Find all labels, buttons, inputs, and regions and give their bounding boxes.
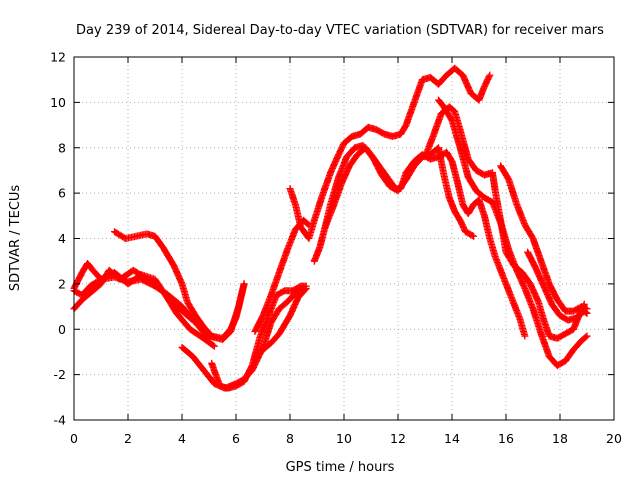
data-point-marker [468,232,476,239]
series-track-d [111,228,248,342]
y-tick-label: 2 [58,276,66,291]
series-layer [70,64,591,392]
data-point-marker [302,284,310,292]
y-tick-label: 12 [50,50,66,65]
x-tick-label: 12 [390,431,406,446]
y-tick-label: 6 [58,186,66,201]
series-track-k [321,144,478,240]
axis-ticks: 0 2 4 6 8 10 12 14 16 18 20 -4 -2 0 2 4 6 8 10 12 [50,50,622,447]
data-point-marker [209,341,217,349]
x-tick-label: 8 [286,431,294,446]
series-track-i [286,64,494,242]
data-point-marker [301,286,309,293]
data-point-marker [583,332,591,340]
x-tick-label: 16 [498,431,514,446]
series-track-g [251,284,310,363]
series-track-n [497,162,591,315]
x-tick-label: 10 [336,431,352,446]
data-point-marker [240,280,248,288]
chart-title: Day 239 of 2014, Sidereal Day-to-day VTE… [76,23,604,38]
x-tick-label: 0 [70,431,78,446]
x-tick-label: 6 [232,431,240,446]
x-tick-label: 14 [444,431,460,446]
data-point-marker [583,309,591,317]
y-axis-label: SDTVAR / TECUs [8,185,23,292]
series-track-c [70,266,218,350]
data-point-marker [210,342,218,350]
x-tick-label: 20 [606,431,622,446]
series-track-m [435,96,591,370]
data-point-marker [486,71,494,79]
x-tick-label: 2 [124,431,132,446]
y-tick-label: 10 [50,95,66,110]
series-track-o [524,248,591,324]
y-tick-label: 8 [58,140,66,155]
data-point-marker [582,333,590,341]
x-tick-label: 18 [552,431,568,446]
data-point-marker [582,309,590,317]
data-point-marker [485,73,493,81]
y-tick-label: 0 [58,322,66,337]
y-tick-label: -4 [54,413,67,428]
series-track-h [251,216,313,335]
x-axis-label: GPS time / hours [286,460,395,475]
data-point-marker [521,332,529,340]
y-tick-label: -2 [54,367,66,382]
data-point-marker [470,232,478,240]
y-tick-label: 4 [58,231,66,246]
x-tick-label: 4 [178,431,186,446]
